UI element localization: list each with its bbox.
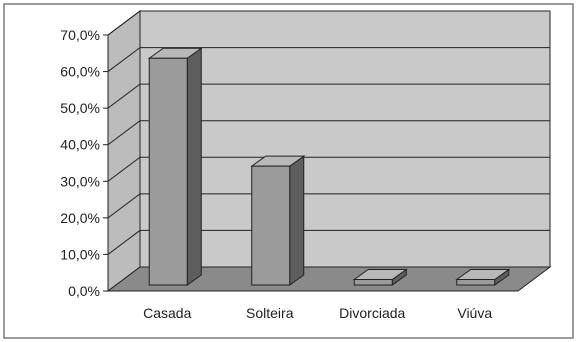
bars xyxy=(147,47,511,286)
y-tick-label: 30,0% xyxy=(60,173,100,189)
y-tick-label: 40,0% xyxy=(60,137,100,153)
x-tick-label: Divorciada xyxy=(339,305,405,321)
y-axis: 0,0% 10,0% 20,0% 30,0% 40,0% 50,0% 60,0% 70,0% xyxy=(60,27,109,299)
y-tick-label: 20,0% xyxy=(60,210,100,226)
bar-front xyxy=(148,57,188,286)
bar xyxy=(250,155,306,286)
side-wall xyxy=(107,10,141,292)
gridlines xyxy=(107,10,550,255)
y-tick-label: 70,0% xyxy=(60,27,100,43)
bar-front xyxy=(251,165,291,286)
y-tick-label: 60,0% xyxy=(60,64,100,80)
gridline xyxy=(107,156,550,182)
bar xyxy=(147,47,203,286)
x-tick-label: Solteira xyxy=(246,305,294,321)
bar xyxy=(455,268,511,286)
gridline xyxy=(107,193,550,219)
x-axis: Casada Solteira Divorciada Viúva xyxy=(143,305,492,321)
x-tick-label: Viúva xyxy=(457,305,492,321)
y-tick-label: 10,0% xyxy=(60,246,100,262)
floor xyxy=(106,266,552,292)
bar xyxy=(352,268,408,286)
gridline xyxy=(107,10,550,36)
bar-side xyxy=(186,47,202,286)
gridline xyxy=(107,229,550,255)
x-tick-label: Casada xyxy=(143,305,191,321)
y-tick-label: 0,0% xyxy=(68,283,100,299)
y-tick-label: 50,0% xyxy=(60,100,100,116)
gridline xyxy=(107,120,550,146)
gridline xyxy=(107,47,550,72)
gridline xyxy=(107,83,550,109)
bar-front xyxy=(353,279,393,286)
bar-side xyxy=(289,155,305,286)
bar-front xyxy=(456,279,496,286)
